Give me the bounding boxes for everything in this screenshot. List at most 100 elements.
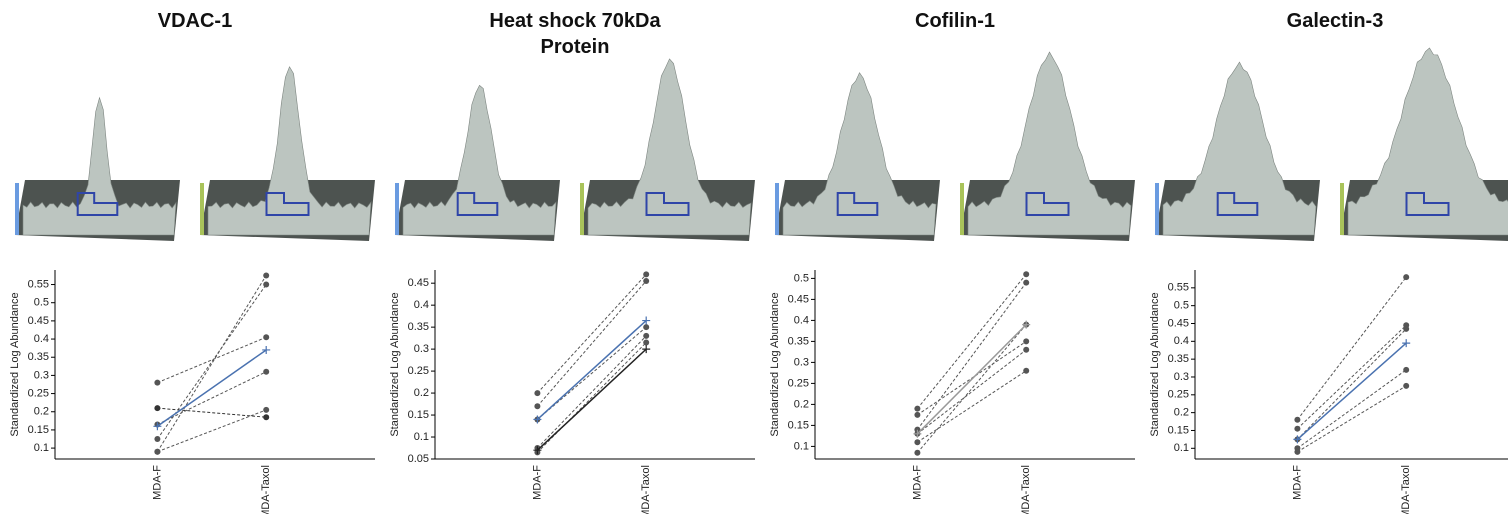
surface-edge — [15, 183, 19, 235]
series-line — [536, 348, 647, 451]
x-tick-label: MDA-F — [911, 465, 923, 500]
series-line — [157, 407, 267, 418]
y-tick-label: 0.4 — [34, 333, 49, 345]
y-tick-label: 0.05 — [408, 453, 429, 465]
x-tick-label: MDA-F — [1291, 465, 1303, 500]
series-line — [156, 349, 267, 427]
data-point — [1403, 382, 1410, 389]
x-tick-label: MDA-Taxol — [640, 465, 652, 514]
spot-outline — [1025, 192, 1070, 216]
mean-marker — [642, 345, 651, 354]
y-tick-label: 0.5 — [34, 297, 49, 309]
y-tick-label: 0.4 — [1174, 335, 1189, 347]
y-tick-label: 0.1 — [794, 440, 809, 452]
y-tick-label: 0.4 — [414, 299, 429, 311]
mean-marker — [642, 316, 651, 325]
data-point — [263, 414, 270, 421]
surface-edge — [1340, 183, 1344, 235]
spot-outline — [1216, 192, 1259, 216]
series-line — [537, 335, 647, 449]
data-point — [263, 281, 270, 288]
y-tick-label: 0.3 — [34, 369, 49, 381]
data-point — [534, 390, 541, 397]
series-line — [1297, 328, 1407, 440]
data-point — [914, 405, 921, 412]
data-point — [1294, 448, 1301, 455]
surface-edge — [580, 183, 584, 235]
data-point — [914, 439, 921, 446]
y-tick-label: 0.1 — [414, 431, 429, 443]
series-line — [1297, 385, 1407, 453]
x-tick-label: MDA-Taxol — [1020, 465, 1032, 514]
data-point — [1294, 416, 1301, 423]
spot-outline — [645, 192, 690, 216]
data-point — [534, 403, 541, 410]
y-tick-label: 0.1 — [1174, 442, 1189, 454]
surface-peak — [22, 96, 177, 236]
data-point — [643, 324, 650, 331]
data-point — [263, 272, 270, 279]
surface-peak — [207, 66, 372, 236]
data-point — [263, 334, 270, 341]
mean-marker — [533, 415, 542, 424]
panel-title: VDAC-1 — [157, 10, 233, 32]
surface-peak — [402, 84, 557, 236]
y-tick-label: 0.35 — [28, 351, 49, 363]
mean-marker — [533, 446, 542, 455]
panel-title: Cofilin-1 — [915, 10, 995, 32]
series-line — [157, 336, 267, 384]
y-tick-label: 0.45 — [28, 315, 49, 327]
series-line — [157, 409, 267, 453]
data-point — [643, 277, 650, 284]
data-point — [1023, 279, 1030, 286]
y-axis-label: Standardized Log Abundance — [389, 292, 401, 436]
series-line — [537, 326, 647, 420]
y-tick-label: 0.15 — [408, 409, 429, 421]
y-tick-label: 0.45 — [1168, 317, 1189, 329]
series-line — [537, 274, 647, 394]
mean-marker — [262, 345, 271, 354]
data-point — [154, 436, 161, 443]
data-point — [263, 368, 270, 375]
surface-edge — [395, 183, 399, 235]
surface-edge — [775, 183, 779, 235]
y-tick-label: 0.5 — [794, 272, 809, 284]
y-tick-label: 0.3 — [794, 356, 809, 368]
data-point — [643, 339, 650, 346]
surface-peak — [587, 58, 752, 236]
surface-peak — [1162, 61, 1317, 236]
series-line — [916, 324, 1027, 435]
series-line — [157, 371, 267, 425]
spot-outline — [265, 192, 310, 216]
y-tick-label: 0.35 — [788, 335, 809, 347]
data-point — [1403, 366, 1410, 373]
y-tick-label: 0.25 — [1168, 389, 1189, 401]
y-axis-label: Standardized Log Abundance — [9, 292, 21, 436]
y-tick-label: 0.25 — [408, 365, 429, 377]
spot-outline — [76, 192, 119, 216]
y-tick-label: 0.45 — [408, 277, 429, 289]
mean-marker — [913, 429, 922, 438]
series-line — [536, 319, 647, 420]
y-tick-label: 0.2 — [794, 398, 809, 410]
data-point — [1023, 271, 1030, 278]
series-line — [1297, 369, 1407, 449]
panel-title: Heat shock 70kDa Protein — [489, 10, 661, 58]
x-tick-label: MDA-Taxol — [1400, 465, 1412, 514]
surface-edge — [1155, 183, 1159, 235]
y-tick-label: 0.2 — [414, 387, 429, 399]
surface-peak — [967, 51, 1132, 236]
data-point — [1403, 274, 1410, 281]
data-point — [1023, 346, 1030, 353]
y-tick-label: 0.25 — [28, 387, 49, 399]
y-tick-label: 0.3 — [414, 343, 429, 355]
data-point — [643, 271, 650, 278]
y-tick-label: 0.35 — [1168, 353, 1189, 365]
y-tick-label: 0.5 — [1174, 300, 1189, 312]
y-tick-label: 0.3 — [1174, 371, 1189, 383]
x-tick-label: MDA-F — [151, 465, 163, 500]
series-line — [1297, 276, 1407, 421]
y-axis-label: Standardized Log Abundance — [769, 292, 781, 436]
